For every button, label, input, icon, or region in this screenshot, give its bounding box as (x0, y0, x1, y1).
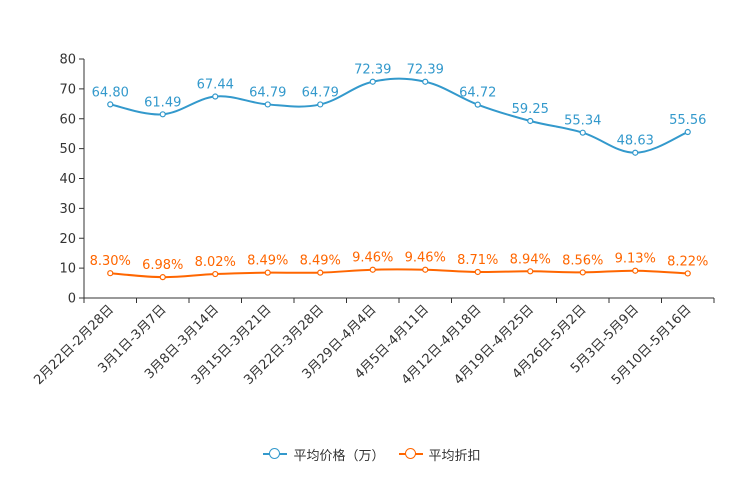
data-point[interactable] (684, 270, 691, 277)
y-tick-label: 70 (59, 82, 76, 97)
y-tick-label: 30 (59, 202, 76, 217)
y-tick-label: 10 (59, 262, 76, 277)
line-chart: 010203040506070802月22日-2月28日3月1日-3月7日3月8… (31, 53, 715, 388)
data-point[interactable] (369, 266, 376, 273)
y-tick-label: 80 (59, 53, 76, 68)
y-tick-label: 50 (59, 142, 76, 157)
data-label: 8.02% (195, 255, 236, 270)
data-point[interactable] (527, 268, 534, 275)
data-point[interactable] (107, 101, 114, 108)
data-point[interactable] (474, 268, 481, 276)
data-label: 64.72 (459, 86, 496, 101)
data-label: 59.25 (512, 102, 549, 117)
data-label: 55.34 (564, 114, 601, 129)
data-label: 72.39 (407, 63, 444, 78)
data-label: 48.63 (617, 134, 654, 149)
data-label: 67.44 (197, 78, 234, 93)
data-point[interactable] (212, 93, 219, 100)
chart-legend: 平均价格（万） 平均折扣 (0, 444, 744, 464)
data-label: 8.71% (457, 253, 498, 268)
y-tick-label: 40 (59, 172, 76, 187)
data-label: 9.13% (615, 252, 656, 267)
data-point[interactable] (579, 269, 586, 276)
data-point[interactable] (369, 78, 376, 85)
legend-item-avg-discount[interactable]: 平均折扣 (398, 445, 481, 464)
data-label: 8.49% (300, 254, 341, 269)
data-point[interactable] (632, 149, 639, 156)
data-label: 9.46% (352, 251, 393, 266)
data-point[interactable] (264, 269, 271, 276)
data-point[interactable] (422, 78, 429, 85)
y-tick-label: 0 (68, 292, 76, 307)
y-tick-label: 60 (59, 112, 76, 127)
data-label: 61.49 (144, 95, 181, 110)
data-point[interactable] (107, 270, 114, 277)
data-point[interactable] (212, 270, 219, 278)
legend-line-marker-icon (398, 448, 423, 460)
data-label: 8.49% (247, 254, 288, 269)
data-label: 9.46% (405, 251, 446, 266)
data-label: 8.22% (667, 254, 708, 269)
data-label: 8.94% (510, 252, 551, 267)
data-point[interactable] (159, 111, 166, 118)
data-label: 6.98% (142, 258, 183, 273)
data-point[interactable] (317, 101, 324, 108)
y-tick-label: 20 (59, 232, 76, 247)
data-point[interactable] (579, 129, 586, 136)
data-point[interactable] (317, 269, 324, 276)
data-point[interactable] (264, 101, 271, 108)
data-point[interactable] (684, 128, 691, 136)
data-point[interactable] (632, 267, 639, 274)
data-point[interactable] (159, 274, 166, 281)
data-label: 8.30% (90, 254, 131, 269)
data-label: 72.39 (354, 63, 391, 78)
legend-line-marker-icon (263, 448, 288, 460)
legend-label-avg-discount: 平均折扣 (428, 448, 481, 464)
legend-label-avg-price: 平均价格（万） (293, 448, 385, 464)
series-line-0 (110, 77, 689, 154)
data-label: 64.79 (249, 85, 286, 100)
data-label: 8.56% (562, 253, 603, 268)
data-label: 64.79 (302, 85, 339, 100)
legend-item-avg-price[interactable]: 平均价格（万） (263, 445, 385, 464)
data-label: 55.56 (669, 113, 706, 128)
data-point[interactable] (422, 266, 429, 273)
data-label: 64.80 (92, 85, 129, 100)
data-point[interactable] (474, 101, 481, 108)
data-point[interactable] (527, 117, 534, 125)
series-line-1 (110, 268, 688, 279)
